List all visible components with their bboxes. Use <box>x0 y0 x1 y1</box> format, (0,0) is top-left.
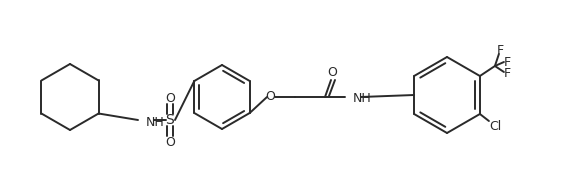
Text: O: O <box>165 92 175 105</box>
Text: O: O <box>265 90 275 104</box>
Text: NH: NH <box>353 93 372 106</box>
Text: NH: NH <box>146 115 165 128</box>
Text: S: S <box>166 113 175 127</box>
Text: F: F <box>503 55 510 68</box>
Text: O: O <box>327 67 337 80</box>
Text: O: O <box>165 135 175 148</box>
Text: F: F <box>496 43 503 56</box>
Text: Cl: Cl <box>489 120 501 133</box>
Text: F: F <box>503 68 510 81</box>
